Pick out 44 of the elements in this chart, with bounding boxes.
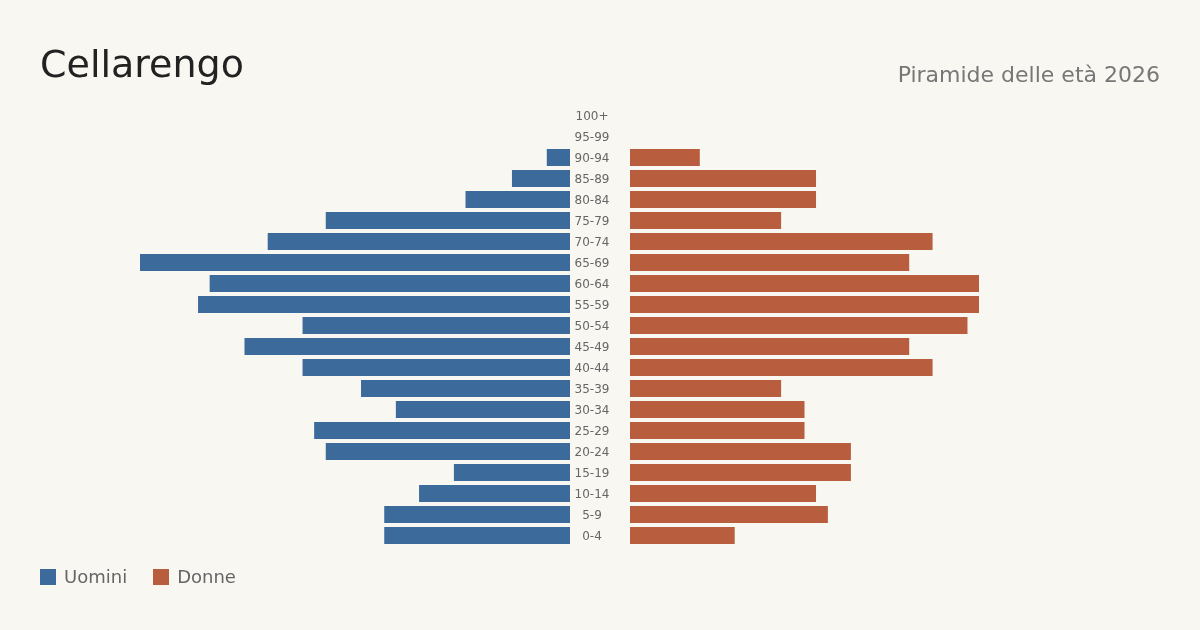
y-tick-label: 10-14 [574, 486, 610, 501]
bar [630, 191, 817, 208]
bar [630, 485, 817, 502]
bar [630, 443, 851, 460]
bar [630, 359, 933, 376]
bar [630, 317, 968, 334]
y-tick-label: 75-79 [574, 213, 610, 228]
y-tick-label: 30-34 [574, 402, 610, 417]
y-tick-label: 95-99 [574, 129, 610, 144]
bar [630, 254, 910, 271]
y-tick-label: 100+ [575, 108, 609, 123]
y-tick-label: 90-94 [574, 150, 610, 165]
bar [630, 170, 817, 187]
y-tick-label: 40-44 [574, 360, 610, 375]
bar [630, 338, 910, 355]
y-tick-label: 60-64 [574, 276, 610, 291]
legend-label: Donne [176, 566, 236, 587]
y-tick-label: 45-49 [574, 339, 610, 354]
text: Piramide delle età 2026 [897, 62, 1160, 87]
bar [630, 149, 700, 166]
y-tick-label: 80-84 [574, 192, 610, 207]
bar [630, 527, 735, 544]
bar [630, 275, 979, 292]
bar [630, 233, 933, 250]
y-tick-label: 20-24 [574, 444, 610, 459]
y-tick-label: 55-59 [574, 297, 610, 312]
bar [630, 422, 805, 439]
y-tick-label: 15-19 [574, 465, 610, 480]
y-tick-label: 5-9 [582, 507, 602, 522]
y-tick-label: 65-69 [574, 255, 610, 270]
chart-title: Cellarengo [40, 42, 244, 86]
y-tick-label: 35-39 [574, 381, 610, 396]
bar [630, 506, 828, 523]
y-tick-label: 0-4 [582, 528, 602, 543]
bar [630, 380, 782, 397]
y-tick-label: 85-89 [574, 171, 610, 186]
y-tick-label: 25-29 [574, 423, 610, 438]
bar [630, 296, 979, 313]
legend-label: Uomini [63, 566, 128, 587]
y-tick-label: 70-74 [574, 234, 610, 249]
y-tick-label: 50-54 [574, 318, 610, 333]
bar [630, 212, 782, 229]
bar [630, 464, 851, 481]
bar [630, 401, 805, 418]
